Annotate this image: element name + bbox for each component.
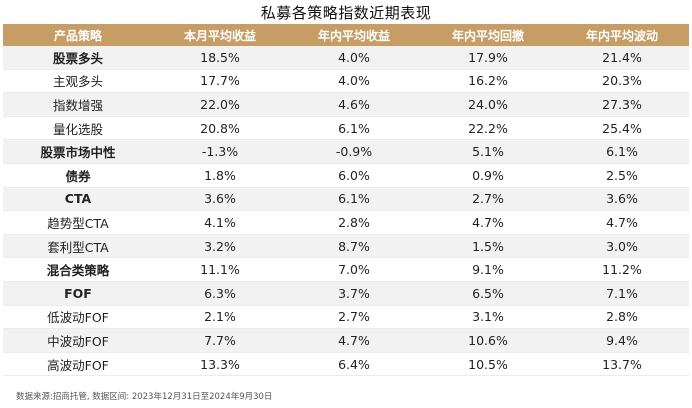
page-title: 私募各策略指数近期表现 [260, 4, 432, 22]
strategy-name-cell: 量化选股 [3, 116, 153, 140]
ytd-return-cell: 4.0% [287, 69, 421, 93]
ytd-drawdown-cell: 5.1% [421, 139, 555, 164]
table-row: 股票多头 18.5% 4.0% 17.9% 21.4% [3, 46, 689, 70]
ytd-volatility-cell: 2.5% [555, 163, 689, 188]
ytd-volatility-cell: 25.4% [555, 116, 689, 140]
ytd-volatility-cell: 13.7% [555, 352, 689, 376]
ytd-drawdown-cell: 0.9% [421, 163, 555, 188]
ytd-return-cell: 4.6% [287, 92, 421, 117]
monthly-return-cell: 3.6% [153, 187, 287, 211]
ytd-drawdown-cell: 4.7% [421, 210, 555, 235]
strategy-name-cell: FOF [3, 281, 153, 306]
strategy-name-cell: CTA [3, 187, 153, 211]
monthly-return-cell: 4.1% [153, 210, 287, 235]
ytd-volatility-cell: 21.4% [555, 46, 689, 70]
table-row: FOF 6.3% 3.7% 6.5% 7.1% [3, 281, 689, 306]
table-row: 套利型CTA 3.2% 8.7% 1.5% 3.0% [3, 234, 689, 258]
table-row: 主观多头 17.7% 4.0% 16.2% 20.3% [3, 69, 689, 93]
table-row: CTA 3.6% 6.1% 2.7% 3.6% [3, 187, 689, 211]
monthly-return-cell: -1.3% [153, 139, 287, 164]
monthly-return-cell: 11.1% [153, 257, 287, 282]
table-row: 指数增强 22.0% 4.6% 24.0% 27.3% [3, 92, 689, 117]
strategy-name-cell: 主观多头 [3, 69, 153, 93]
ytd-drawdown-cell: 10.6% [421, 328, 555, 353]
ytd-drawdown-cell: 3.1% [421, 305, 555, 329]
ytd-drawdown-cell: 1.5% [421, 234, 555, 258]
ytd-drawdown-cell: 10.5% [421, 352, 555, 376]
strategy-performance-table: 产品策略 本月平均收益 年内平均收益 年内平均回撤 年内平均波动 股票多头 18.… [3, 24, 689, 376]
ytd-return-cell: 6.4% [287, 352, 421, 376]
ytd-volatility-cell: 27.3% [555, 92, 689, 117]
table-row: 趋势型CTA 4.1% 2.8% 4.7% 4.7% [3, 210, 689, 235]
ytd-return-cell: -0.9% [287, 139, 421, 164]
monthly-return-cell: 17.7% [153, 69, 287, 93]
table-row: 股票市场中性 -1.3% -0.9% 5.1% 6.1% [3, 139, 689, 164]
strategy-name-cell: 指数增强 [3, 92, 153, 117]
header-ytd-drawdown: 年内平均回撤 [421, 24, 555, 46]
strategy-name-cell: 高波动FOF [3, 352, 153, 376]
strategy-name-cell: 股票市场中性 [3, 139, 153, 164]
ytd-return-cell: 4.7% [287, 328, 421, 353]
monthly-return-cell: 18.5% [153, 46, 287, 70]
ytd-volatility-cell: 4.7% [555, 210, 689, 235]
ytd-return-cell: 8.7% [287, 234, 421, 258]
monthly-return-cell: 3.2% [153, 234, 287, 258]
table-row: 高波动FOF 13.3% 6.4% 10.5% 13.7% [3, 352, 689, 376]
ytd-drawdown-cell: 9.1% [421, 257, 555, 282]
ytd-volatility-cell: 6.1% [555, 139, 689, 164]
strategy-name-cell: 债券 [3, 163, 153, 188]
table-row: 低波动FOF 2.1% 2.7% 3.1% 2.8% [3, 305, 689, 329]
monthly-return-cell: 22.0% [153, 92, 287, 117]
strategy-name-cell: 中波动FOF [3, 328, 153, 353]
monthly-return-cell: 7.7% [153, 328, 287, 353]
strategy-name-cell: 趋势型CTA [3, 210, 153, 235]
ytd-volatility-cell: 3.0% [555, 234, 689, 258]
table-row: 中波动FOF 7.7% 4.7% 10.6% 9.4% [3, 328, 689, 353]
header-strategy: 产品策略 [3, 24, 153, 46]
ytd-drawdown-cell: 24.0% [421, 92, 555, 117]
ytd-return-cell: 3.7% [287, 281, 421, 306]
ytd-drawdown-cell: 17.9% [421, 46, 555, 70]
strategy-name-cell: 套利型CTA [3, 234, 153, 258]
strategy-name-cell: 股票多头 [3, 46, 153, 70]
ytd-volatility-cell: 11.2% [555, 257, 689, 282]
monthly-return-cell: 20.8% [153, 116, 287, 140]
table-row: 量化选股 20.8% 6.1% 22.2% 25.4% [3, 116, 689, 140]
strategy-name-cell: 低波动FOF [3, 305, 153, 329]
ytd-volatility-cell: 3.6% [555, 187, 689, 211]
source-note: 数据来源:招商托管, 数据区间: 2023年12月31日至2024年9月30日 [16, 392, 273, 402]
strategy-name-cell: 混合类策略 [3, 257, 153, 282]
ytd-drawdown-cell: 6.5% [421, 281, 555, 306]
ytd-drawdown-cell: 16.2% [421, 69, 555, 93]
monthly-return-cell: 13.3% [153, 352, 287, 376]
ytd-return-cell: 6.1% [287, 116, 421, 140]
ytd-volatility-cell: 2.8% [555, 305, 689, 329]
ytd-return-cell: 4.0% [287, 46, 421, 70]
table-header-row: 产品策略 本月平均收益 年内平均收益 年内平均回撤 年内平均波动 [3, 24, 689, 46]
ytd-drawdown-cell: 22.2% [421, 116, 555, 140]
monthly-return-cell: 6.3% [153, 281, 287, 306]
ytd-return-cell: 2.7% [287, 305, 421, 329]
monthly-return-cell: 2.1% [153, 305, 287, 329]
header-ytd-return: 年内平均收益 [287, 24, 421, 46]
ytd-volatility-cell: 7.1% [555, 281, 689, 306]
table-row: 混合类策略 11.1% 7.0% 9.1% 11.2% [3, 257, 689, 282]
monthly-return-cell: 1.8% [153, 163, 287, 188]
header-ytd-volatility: 年内平均波动 [555, 24, 689, 46]
ytd-drawdown-cell: 2.7% [421, 187, 555, 211]
ytd-return-cell: 7.0% [287, 257, 421, 282]
header-monthly-return: 本月平均收益 [153, 24, 287, 46]
ytd-volatility-cell: 20.3% [555, 69, 689, 93]
ytd-return-cell: 6.1% [287, 187, 421, 211]
ytd-return-cell: 2.8% [287, 210, 421, 235]
ytd-return-cell: 6.0% [287, 163, 421, 188]
table-row: 债券 1.8% 6.0% 0.9% 2.5% [3, 163, 689, 188]
ytd-volatility-cell: 9.4% [555, 328, 689, 353]
